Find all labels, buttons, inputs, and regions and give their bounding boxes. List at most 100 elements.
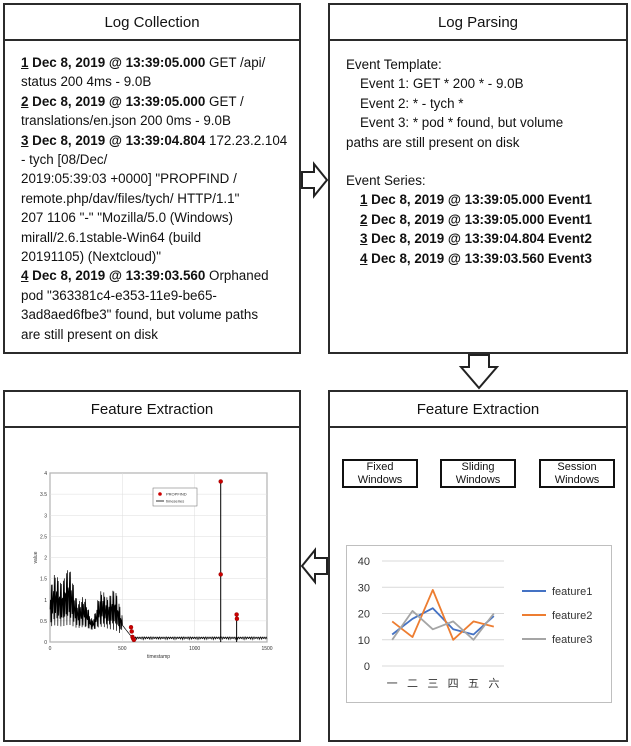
left-arrow — [300, 547, 328, 585]
legend-label: feature2 — [552, 610, 592, 622]
y-tick-label: 1 — [44, 598, 47, 604]
log-entry-text: GET /api/ status 200 4ms - 9.0B — [21, 55, 266, 90]
log-entry-text: 172.23.2.104 - tych [08/Dec/ 2019:05:39:… — [21, 132, 288, 265]
event-template-1: Event 1: GET * 200 * - 9.0B — [360, 76, 524, 92]
timeseries-line — [49, 570, 268, 641]
x-tick-label: 三 — [427, 678, 438, 690]
log-entry: 1 Dec 8, 2019 @ 13:39:05.000 GET /api/ s… — [21, 53, 293, 92]
y-tick-label: 2 — [44, 556, 47, 562]
y-tick-label: 0.5 — [40, 619, 47, 625]
log-entry-timestamp: Dec 8, 2019 @ 13:39:03.560 — [28, 268, 210, 284]
y-tick-label: 40 — [358, 556, 370, 568]
event-series-number: 4 — [360, 250, 368, 266]
log-entry-number: 2 — [21, 93, 29, 109]
y-tick-label: 4 — [44, 471, 47, 477]
log-entry: 3 Dec 8, 2019 @ 13:39:04.804 172.23.2.10… — [21, 131, 293, 267]
event-series-text: Dec 8, 2019 @ 13:39:05.000 Event1 — [367, 192, 592, 208]
right-arrow — [301, 161, 329, 199]
event-series-item: 4 Dec 8, 2019 @ 13:39:03.560 Event3 — [346, 249, 618, 268]
event-series-number: 3 — [360, 231, 368, 247]
x-tick-label: 1000 — [189, 646, 200, 652]
feature-line-chart: 0 10 20 30 40 一二三四五六 feature1 feature2 feature3 — [346, 545, 612, 703]
log-entry: 2 Dec 8, 2019 @ 13:39:05.000 GET / trans… — [21, 92, 293, 131]
legend-label: timeseries — [166, 499, 184, 504]
event-series-heading: Event Series: — [346, 173, 426, 189]
x-tick-label: 0 — [49, 646, 52, 652]
feature-extraction-left-panel: Feature Extraction 0 0.5 1 1.5 2 2.5 3 3.5 4 0 500… — [3, 390, 301, 742]
log-entry-number: 1 — [21, 55, 29, 70]
y-tick-label: 0 — [44, 640, 47, 646]
session-windows-box: Session Windows — [539, 459, 615, 488]
log-collection-panel: Log Collection 1 Dec 8, 2019 @ 13:39:05.… — [3, 3, 301, 354]
feature-extraction-right-panel: Feature Extraction Fixed Windows Sliding W… — [328, 390, 628, 742]
x-tick-label: 二 — [407, 678, 418, 690]
log-entry-text: Orphaned pod "363381c4-e353-11e9-be65- 3… — [21, 268, 269, 342]
propfind-marker — [234, 616, 240, 621]
down-arrow — [458, 354, 500, 390]
series-line-feature3 — [391, 610, 495, 641]
propfind-marker — [218, 572, 223, 577]
log-entry-timestamp: Dec 8, 2019 @ 13:39:05.000 — [28, 93, 210, 109]
log-parsing-panel: Log Parsing Event Template: Event 1: GET… — [328, 3, 628, 354]
legend-marker-swatch — [158, 492, 162, 496]
propfind-marker — [131, 637, 137, 643]
y-tick-label: 3 — [44, 513, 47, 519]
x-axis-label: timestamp — [147, 654, 170, 660]
event-series-text: Dec 8, 2019 @ 13:39:05.000 Event1 — [367, 211, 592, 227]
x-tick-label: 六 — [488, 677, 499, 690]
propfind-marker — [129, 629, 134, 634]
legend-label: feature3 — [552, 634, 592, 646]
fixed-windows-box: Fixed Windows — [342, 459, 418, 488]
y-tick-label: 20 — [358, 609, 370, 621]
sliding-windows-box: Sliding Windows — [440, 459, 516, 488]
legend-box — [152, 487, 198, 507]
propfind-marker — [234, 612, 239, 617]
event-series-item: 2 Dec 8, 2019 @ 13:39:05.000 Event1 — [346, 210, 618, 229]
log-parsing-body: Event Template: Event 1: GET * 200 * - 9… — [330, 39, 626, 352]
log-entry-text: GET / translations/en.json 200 0ms - 9.0… — [21, 93, 244, 129]
propfind-marker — [218, 479, 223, 484]
y-tick-label: 0 — [364, 661, 370, 673]
event-series-number: 1 — [360, 192, 368, 208]
event-template-3-wrap: paths are still present on disk — [346, 134, 520, 150]
log-parsing-title: Log Parsing — [330, 5, 626, 41]
legend-label: feature1 — [552, 586, 592, 598]
y-tick-label: 30 — [358, 582, 370, 594]
series-line-feature1 — [391, 607, 495, 636]
y-axis-label: value — [33, 551, 39, 563]
x-tick-label: 1500 — [261, 646, 272, 652]
y-tick-label: 2.5 — [40, 534, 47, 540]
log-entry-number: 3 — [21, 132, 29, 148]
event-series-item: 1 Dec 8, 2019 @ 13:39:05.000 Event1 — [346, 190, 618, 209]
event-series-item: 3 Dec 8, 2019 @ 13:39:04.804 Event2 — [346, 229, 618, 248]
legend-label: PROPFIND — [166, 492, 187, 497]
propfind-marker — [128, 625, 134, 630]
timeseries-plot-area: 0 0.5 1 1.5 2 2.5 3 3.5 4 0 500 1000 1500 timestamp va… — [5, 426, 299, 740]
log-entry: 4 Dec 8, 2019 @ 13:39:03.560 Orphaned po… — [21, 266, 293, 344]
x-tick-label: 四 — [448, 678, 459, 690]
event-template-2: Event 2: * - tych * — [360, 95, 464, 111]
event-template-3: Event 3: * pod * found, but volume — [360, 115, 564, 131]
x-tick-label: 五 — [468, 678, 479, 690]
log-collection-body: 1 Dec 8, 2019 @ 13:39:05.000 GET /api/ s… — [5, 39, 299, 352]
chart-frame — [346, 545, 612, 703]
event-template-heading: Event Template: — [346, 57, 442, 72]
feature-extraction-right-title: Feature Extraction — [330, 392, 626, 428]
event-series-text: Dec 8, 2019 @ 13:39:03.560 Event3 — [367, 250, 592, 266]
log-collection-title: Log Collection — [5, 5, 299, 41]
y-tick-label: 3.5 — [40, 492, 47, 498]
y-tick-label: 1.5 — [40, 577, 47, 583]
timeseries-chart: 0 0.5 1 1.5 2 2.5 3 3.5 4 0 500 1000 1500 timestamp va… — [33, 471, 273, 660]
x-tick-label: 一 — [387, 678, 398, 690]
series-line-feature2 — [391, 589, 495, 641]
y-tick-label: 10 — [358, 635, 370, 647]
log-entry-timestamp: Dec 8, 2019 @ 13:39:05.000 — [28, 55, 210, 70]
x-tick-label: 500 — [118, 646, 127, 652]
log-entry-timestamp: Dec 8, 2019 @ 13:39:04.804 — [28, 132, 210, 148]
feature-extraction-left-title: Feature Extraction — [5, 392, 299, 428]
event-series-text: Dec 8, 2019 @ 13:39:04.804 Event2 — [367, 231, 592, 247]
log-entry-number: 4 — [21, 268, 29, 284]
event-series-list: 1 Dec 8, 2019 @ 13:39:05.000 Event1 2 Dec… — [346, 190, 618, 268]
event-series-number: 2 — [360, 211, 368, 227]
